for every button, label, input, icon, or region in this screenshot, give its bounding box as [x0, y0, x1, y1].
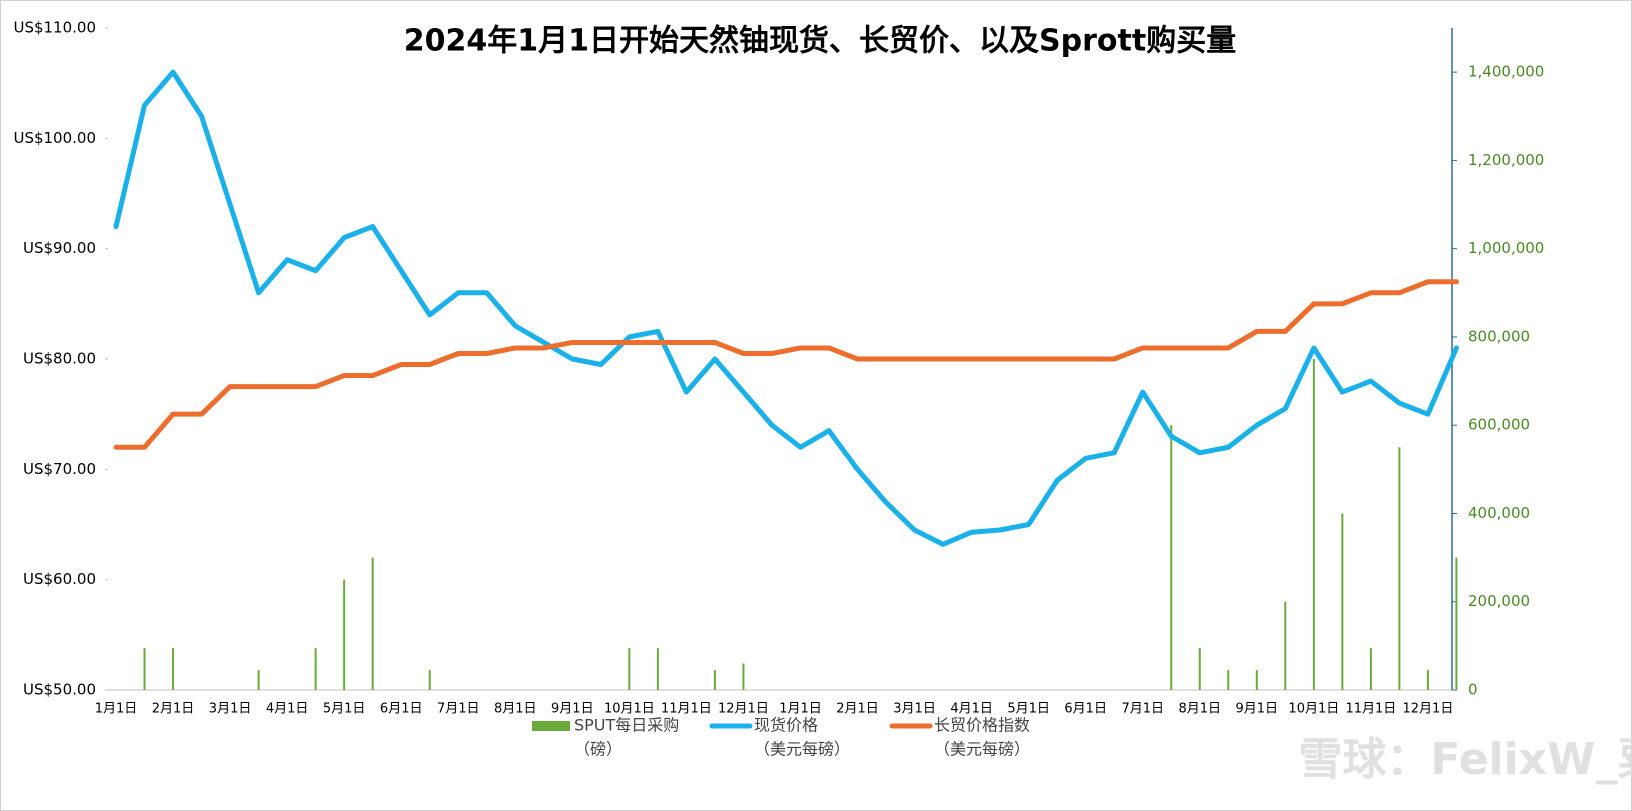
x-tick-label: 2月1日 [152, 702, 195, 717]
bar [1341, 513, 1344, 690]
x-tick-label: 3月1日 [209, 702, 252, 717]
x-tick-label: 12月1日 [1403, 702, 1454, 717]
bar [742, 663, 745, 690]
y-tick-label: US$100.00 [13, 129, 96, 147]
bar [713, 670, 716, 690]
y2-tick-label: 800,000 [1468, 327, 1530, 345]
bar [1227, 670, 1230, 690]
bar [428, 670, 431, 690]
x-tick-label: 7月1日 [437, 702, 480, 717]
bar [172, 648, 175, 690]
bar [1369, 648, 1372, 690]
y2-tick-label: 1,000,000 [1468, 239, 1544, 257]
bar [1255, 670, 1258, 690]
y2-tick-label: 1,400,000 [1468, 63, 1544, 81]
y2-tick-label: 0 [1468, 681, 1478, 699]
x-tick-label: 10月1日 [604, 702, 655, 717]
y-tick-label: US$60.00 [23, 570, 96, 588]
bar [371, 557, 374, 690]
bar [1170, 425, 1173, 690]
bar [1398, 447, 1401, 690]
y-tick-label: US$50.00 [23, 681, 96, 699]
x-tick-label: 1月1日 [779, 702, 822, 717]
x-tick-label: 10月1日 [1288, 702, 1339, 717]
chart-title: 2024年1月1日开始天然铀现货、长贸价、以及Sprott购买量 [404, 24, 1236, 59]
bar [1455, 557, 1458, 690]
legend-swatch [532, 721, 570, 731]
x-tick-label: 8月1日 [494, 702, 537, 717]
bar [257, 670, 260, 690]
x-tick-label: 11月1日 [1345, 702, 1396, 717]
bar [628, 648, 631, 690]
y2-tick-label: 200,000 [1468, 592, 1530, 610]
y-tick-label: US$90.00 [23, 239, 96, 257]
x-tick-label: 9月1日 [1236, 702, 1279, 717]
legend-unit: （美元每磅） [934, 740, 1030, 759]
x-tick-label: 4月1日 [950, 702, 993, 717]
line [113, 69, 1459, 547]
x-tick-label: 8月1日 [1178, 702, 1221, 717]
legend-unit: （美元每磅） [754, 740, 850, 759]
line [113, 279, 1459, 450]
y-tick-label: US$70.00 [23, 460, 96, 478]
bar [143, 648, 146, 690]
watermark: 雪球：FelixW_粟 [1298, 734, 1632, 785]
legend-unit: （磅） [574, 740, 622, 759]
x-tick-label: 1月1日 [95, 702, 138, 717]
legend-label: 现货价格 [754, 716, 818, 735]
x-tick-label: 4月1日 [266, 702, 309, 717]
y-tick-label: US$80.00 [23, 350, 96, 368]
x-tick-label: 5月1日 [1007, 702, 1050, 717]
bar [656, 648, 659, 690]
x-tick-label: 6月1日 [1064, 702, 1107, 717]
legend-label: SPUT每日采购 [574, 716, 679, 735]
bar [314, 648, 317, 690]
bar [1426, 670, 1429, 690]
bar [343, 579, 346, 690]
y2-tick-label: 600,000 [1468, 416, 1530, 434]
bar [1198, 648, 1201, 690]
x-tick-label: 2月1日 [836, 702, 879, 717]
x-tick-label: 11月1日 [661, 702, 712, 717]
y-tick-label: US$110.00 [13, 19, 96, 37]
x-tick-label: 6月1日 [380, 702, 423, 717]
legend-label: 长贸价格指数 [934, 716, 1030, 735]
x-tick-label: 3月1日 [893, 702, 936, 717]
y2-tick-label: 1,200,000 [1468, 151, 1544, 169]
x-tick-label: 5月1日 [323, 702, 366, 717]
bar [1312, 359, 1315, 690]
bar [1284, 601, 1287, 690]
y2-tick-label: 400,000 [1468, 504, 1530, 522]
x-tick-label: 7月1日 [1121, 702, 1164, 717]
x-tick-label: 9月1日 [551, 702, 594, 717]
x-tick-label: 12月1日 [718, 702, 769, 717]
